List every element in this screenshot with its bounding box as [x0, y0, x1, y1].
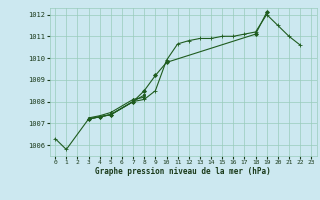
X-axis label: Graphe pression niveau de la mer (hPa): Graphe pression niveau de la mer (hPa)	[95, 167, 271, 176]
